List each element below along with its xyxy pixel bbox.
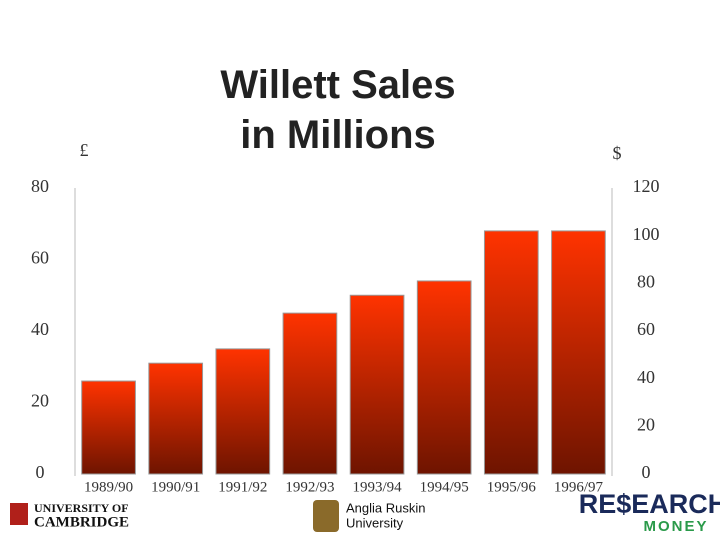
bar [282, 312, 338, 475]
logo-text: University [346, 515, 404, 530]
bar [148, 362, 204, 475]
bar [483, 230, 539, 475]
y-axis-label: £ [80, 140, 89, 160]
x-tick-label: 1990/91 [151, 479, 200, 495]
bar [551, 230, 606, 475]
logo-text: UNIVERSITY OF [34, 501, 129, 515]
crest [313, 500, 339, 532]
y-tick-label: 60 [31, 248, 49, 268]
x-tick-label: 1993/94 [352, 479, 402, 495]
x-tick-label: 1996/97 [554, 479, 604, 495]
x-tick-label: 1991/92 [218, 479, 267, 495]
y2-tick-label: 100 [633, 224, 660, 244]
y-tick-label: 0 [36, 462, 45, 482]
y-tick-label: 80 [31, 176, 49, 196]
x-tick-label: 1992/93 [285, 479, 334, 495]
x-tick-label: 1989/90 [84, 479, 133, 495]
y2-tick-label: 20 [637, 414, 655, 434]
y2-tick-label: 40 [637, 367, 655, 387]
bar [416, 280, 472, 475]
y2-tick-label: 0 [642, 462, 651, 482]
y-tick-label: 40 [31, 319, 49, 339]
x-tick-label: 1994/95 [420, 479, 469, 495]
y2-tick-label: 60 [637, 319, 655, 339]
x-tick-label: 1995/96 [487, 479, 537, 495]
cambridge-logo: UNIVERSITY OF CAMBRIDGE [10, 501, 129, 530]
bar [349, 294, 405, 475]
y-tick-label: 20 [31, 391, 49, 411]
bar [81, 380, 136, 475]
logo-text: CAMBRIDGE [34, 514, 129, 530]
anglia-logo: Anglia Ruskin University [313, 500, 426, 532]
y2-tick-label: 80 [637, 271, 655, 291]
y2-tick-label: 120 [633, 176, 660, 196]
chart-title: Willett Sales in Millions [220, 63, 456, 157]
logo-text: RE$EARCH [579, 489, 720, 519]
logo-text: MONEY [643, 518, 708, 535]
logo-text: Anglia Ruskin [346, 500, 426, 515]
crest [10, 503, 28, 525]
bar [215, 348, 271, 475]
y2-axis-label: $ [613, 143, 622, 163]
research-money-logo: RE$EARCH MONEY [579, 489, 720, 535]
